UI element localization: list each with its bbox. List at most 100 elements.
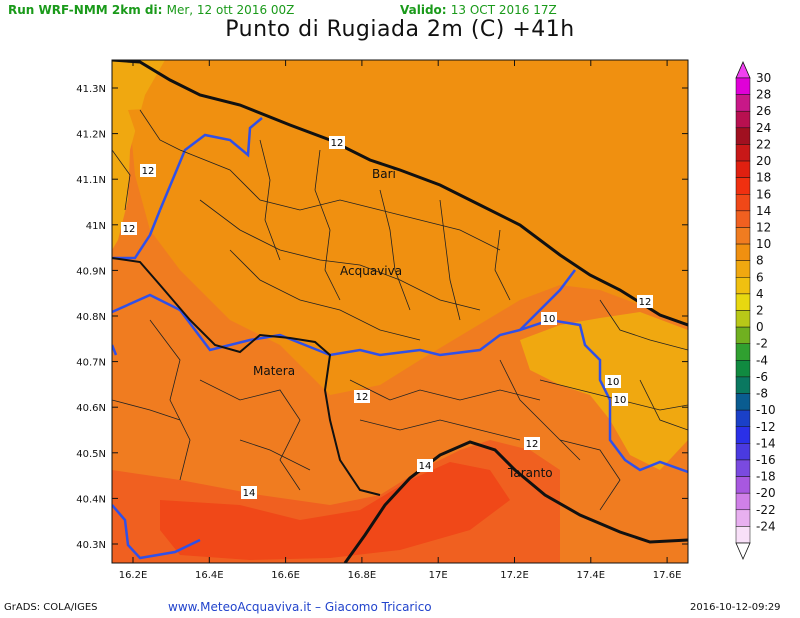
colorbar-label: 14	[756, 204, 771, 218]
valid-info: Valido: 13 OCT 2016 17Z	[400, 3, 557, 17]
colorbar: 302826242220181614121086420-2-4-6-8-10-1…	[735, 61, 776, 560]
lat-tick-label: 40.8N	[76, 312, 106, 323]
colorbar-swatch	[735, 277, 751, 295]
colorbar-swatch	[735, 509, 751, 527]
coastline	[112, 60, 688, 563]
province-border	[112, 257, 381, 496]
colorbar-swatch	[735, 293, 751, 311]
run-label: Run WRF-NMM 2km di:	[8, 3, 163, 17]
contour-label: 12	[639, 297, 652, 308]
valid-date: 13 OCT 2016 17Z	[450, 3, 557, 17]
timestamp: 2016-10-12-09:29	[690, 602, 781, 613]
colorbar-swatch	[735, 127, 751, 145]
colorbar-swatch	[735, 310, 751, 328]
contour-label: 10	[607, 377, 620, 388]
colorbar-swatch	[735, 110, 751, 129]
colorbar-swatch	[735, 393, 751, 411]
colorbar-swatch	[735, 376, 751, 394]
colorbar-swatch	[735, 194, 751, 212]
colorbar-label: -24	[756, 519, 776, 533]
contour-label: 12	[142, 166, 155, 177]
colorbar-label: -22	[756, 503, 776, 517]
lat-tick-label: 40.4N	[76, 494, 106, 505]
lat-tick-label: 41.2N	[76, 130, 106, 141]
colorbar-swatch	[735, 326, 751, 344]
lat-tick-label: 40.6N	[76, 403, 106, 414]
colorbar-label: 2	[756, 304, 764, 318]
colorbar-swatch	[735, 227, 751, 245]
colorbar-swatch	[735, 492, 751, 511]
city-bari: Bari	[372, 167, 396, 181]
colorbar-swatch	[735, 177, 751, 195]
colorbar-label: -10	[756, 403, 776, 417]
colorbar-label: 16	[756, 187, 771, 201]
city-taranto: Taranto	[507, 466, 553, 480]
colorbar-label: 22	[756, 137, 771, 151]
colorbar-label: 18	[756, 171, 771, 185]
colorbar-label: 26	[756, 104, 771, 118]
map-title: Punto di Rugiada 2m (C) +41h	[225, 17, 575, 42]
colorbar-label: -2	[756, 337, 768, 351]
contour-label: 12	[331, 138, 344, 149]
colorbar-label: 4	[756, 287, 764, 301]
colorbar-label: 8	[756, 254, 764, 268]
map-frame	[111, 59, 689, 564]
lon-tick-label: 17.6E	[653, 570, 682, 581]
contour-label: 14	[419, 461, 432, 472]
colorbar-label: -4	[756, 353, 768, 367]
city-labels: Bari Acquaviva Matera Taranto	[253, 167, 553, 480]
colorbar-swatch	[735, 526, 751, 544]
dewpoint-field	[112, 60, 688, 563]
lon-tick-label: 16.6E	[271, 570, 300, 581]
lon-tick-label: 16.4E	[195, 570, 224, 581]
grads-credit: GrADS: COLA/IGES	[4, 602, 98, 613]
colorbar-label: 24	[756, 121, 771, 135]
colorbar-label: -6	[756, 370, 768, 384]
colorbar-label: 10	[756, 237, 771, 251]
colorbar-label: 0	[756, 320, 764, 334]
colorbar-swatch	[735, 144, 751, 162]
run-info: Run WRF-NMM 2km di: Mer, 12 ott 2016 00Z	[8, 3, 294, 17]
longitude-axis: 16.2E 16.4E 16.6E 16.8E 17E 17.2E 17.4E 17.6E	[119, 60, 682, 581]
lon-tick-label: 17E	[429, 570, 448, 581]
colorbar-label: 28	[756, 88, 771, 102]
colorbar-bottom-arrow	[735, 542, 751, 560]
lat-tick-label: 41.3N	[76, 84, 106, 95]
colorbar-label: -16	[756, 453, 776, 467]
lat-tick-label: 40.9N	[76, 266, 106, 277]
site-credit: www.MeteoAcquaviva.it – Giacomo Tricaric…	[168, 600, 432, 614]
colorbar-label: -8	[756, 387, 768, 401]
valid-label: Valido:	[400, 3, 447, 17]
colorbar-label: -12	[756, 420, 776, 434]
lon-tick-label: 16.2E	[119, 570, 148, 581]
colorbar-label: 6	[756, 270, 764, 284]
region-border	[112, 117, 688, 560]
city-matera: Matera	[253, 364, 295, 378]
colorbar-label: 30	[756, 71, 771, 85]
colorbar-swatch	[735, 210, 751, 228]
contour-label: 10	[614, 395, 627, 406]
lon-tick-label: 17.4E	[577, 570, 606, 581]
colorbar-top-arrow	[735, 61, 751, 79]
colorbar-swatch	[735, 360, 751, 378]
colorbar-swatch	[735, 343, 751, 361]
colorbar-label: -14	[756, 436, 776, 450]
colorbar-swatch	[735, 77, 751, 95]
colorbar-swatch	[735, 260, 751, 278]
lat-tick-label: 41.1N	[76, 175, 106, 186]
colorbar-swatch	[735, 476, 751, 494]
colorbar-swatch	[735, 160, 751, 178]
colorbar-swatch	[735, 443, 751, 461]
contour-label: 12	[356, 392, 369, 403]
colorbar-label: -18	[756, 470, 776, 484]
colorbar-swatch	[735, 409, 751, 427]
colorbar-label: 12	[756, 220, 771, 234]
lat-tick-label: 40.5N	[76, 449, 106, 460]
colorbar-swatch	[735, 459, 751, 477]
city-acquaviva: Acquaviva	[340, 264, 402, 278]
lat-tick-label: 40.7N	[76, 358, 106, 369]
lon-tick-label: 17.2E	[500, 570, 529, 581]
lon-tick-label: 16.8E	[348, 570, 377, 581]
contour-labels: 12 12 12 12 12 12 10 10 10 14 14	[121, 136, 653, 499]
